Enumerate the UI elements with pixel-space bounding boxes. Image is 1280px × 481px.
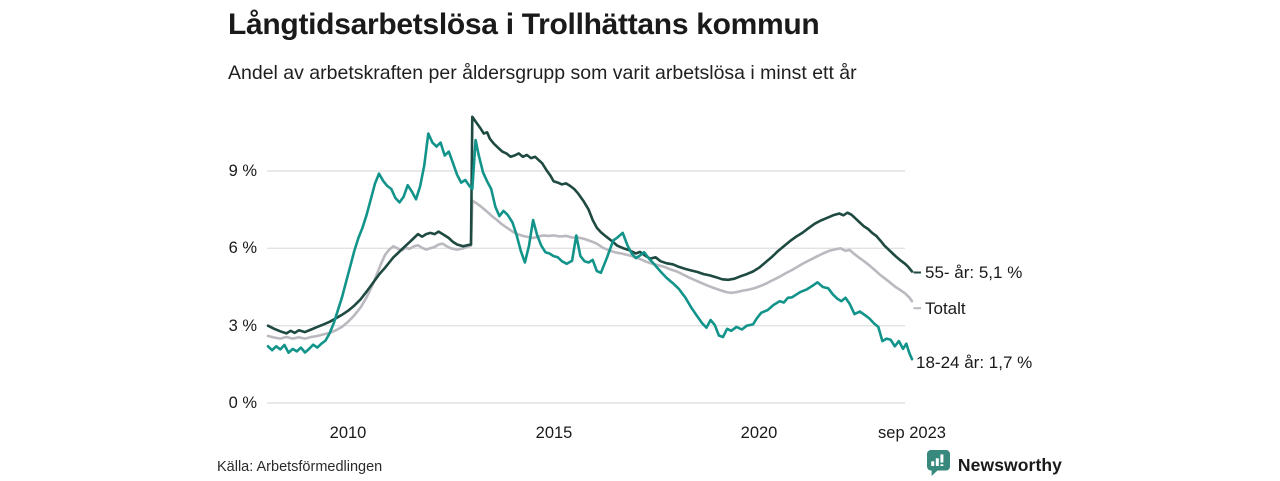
series-end-label-18-24-r: 18-24 år: 1,7 % [916,353,1033,372]
newsworthy-logo-text: Newsworthy [957,455,1062,475]
chart-subtitle: Andel av arbetskraften per åldersgrupp s… [228,62,857,84]
y-tick-label: 0 % [228,394,257,412]
y-tick-label: 3 % [228,316,257,335]
newsworthy-logo-icon [926,450,950,481]
series-line-Totalt [266,199,914,340]
series-line-55-r [266,115,914,335]
series-end-label-Totalt: Totalt [925,299,966,318]
series-end-label-55-r: 55- år: 5,1 % [925,263,1023,282]
series-line-18-24-r [266,132,914,361]
newsworthy-brand: Newsworthy [926,450,1062,481]
x-tick-label: 2015 [535,424,573,442]
x-tick-label: sep 2023 [878,424,946,442]
chart-title: Långtidsarbetslösa i Trollhättans kommun [228,8,820,41]
source-note: Källa: Arbetsförmedlingen [217,459,383,475]
x-tick-label: 2010 [329,424,367,442]
x-tick-label: 2020 [740,424,778,442]
y-tick-label: 9 % [228,161,257,180]
y-tick-label: 6 % [228,239,257,258]
